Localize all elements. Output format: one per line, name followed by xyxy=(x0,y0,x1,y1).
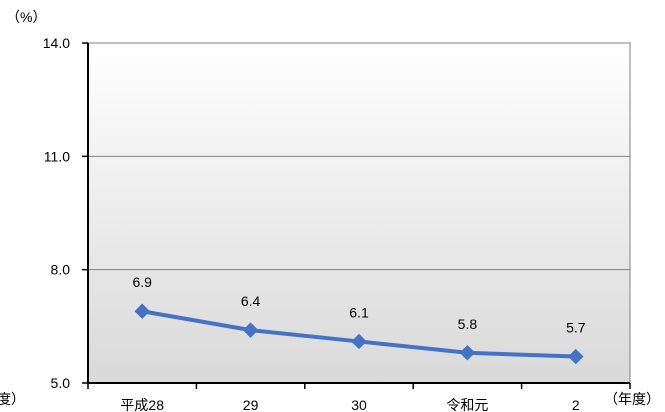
data-label: 6.1 xyxy=(349,304,369,320)
data-point-marker xyxy=(351,333,367,350)
y-tick-label: 11.0 xyxy=(44,148,70,164)
data-label: 6.4 xyxy=(241,293,261,309)
data-point-marker xyxy=(242,322,259,338)
data-label: 5.7 xyxy=(566,320,586,336)
y-tick-label: 8.0 xyxy=(51,262,71,278)
gridlines xyxy=(88,155,630,271)
axes xyxy=(87,43,630,384)
x-axis-unit: （年度） xyxy=(604,391,660,407)
y-axis-ticks: 5.0 8.0 11.0 14.0 xyxy=(43,35,88,391)
x-axis-ticks: 平成28 29 30 令和元 2 xyxy=(87,383,631,412)
data-label: 6.9 xyxy=(132,274,152,290)
series-group xyxy=(134,303,584,365)
x-tick-label: 2 xyxy=(572,397,580,412)
x-axis-unit-fragment: 度） xyxy=(0,391,25,407)
data-point-marker xyxy=(134,303,150,319)
plot-area xyxy=(87,42,631,384)
x-tick-label: 平成28 xyxy=(120,397,164,412)
data-labels: 6.9 6.4 6.1 5.8 5.7 xyxy=(132,274,585,335)
y-tick-label: 14.0 xyxy=(43,35,70,51)
x-tick-label: 29 xyxy=(243,397,259,412)
y-tick-label: 5.0 xyxy=(51,375,71,391)
data-point-marker xyxy=(568,348,584,365)
x-tick-label: 令和元 xyxy=(446,397,488,412)
x-tick-label: 30 xyxy=(351,397,367,412)
data-label: 5.8 xyxy=(458,316,478,332)
y-axis-unit: （%） xyxy=(6,9,46,25)
data-point-marker xyxy=(459,345,476,361)
